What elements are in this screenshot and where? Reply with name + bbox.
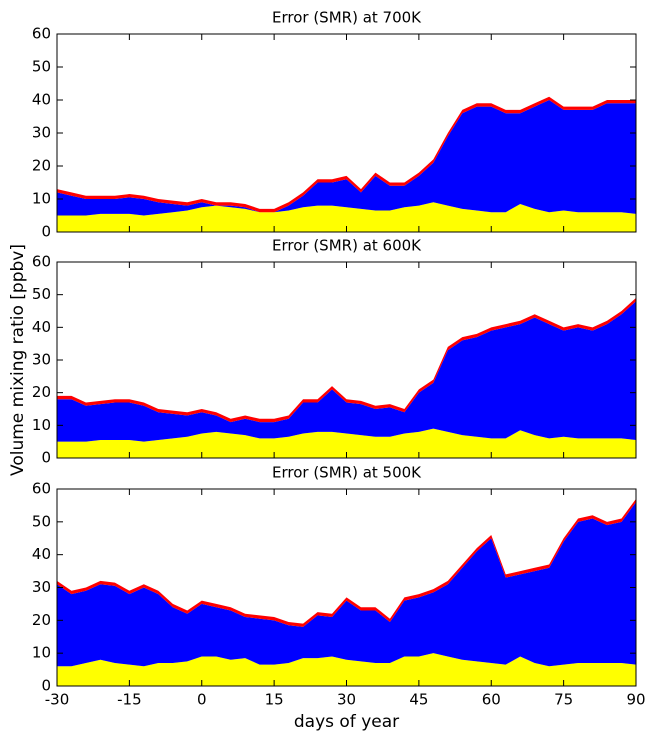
x-tick-label: 30 (337, 691, 356, 709)
y-tick-label: 20 (32, 611, 51, 629)
y-tick-label: 40 (32, 91, 51, 109)
y-tick-label: 50 (32, 512, 51, 530)
y-tick-label: 30 (32, 578, 51, 596)
plot-frame (56, 33, 637, 233)
x-tick-label: -30 (45, 691, 70, 709)
chart-title: Error (SMR) at 700K (272, 9, 422, 27)
y-tick-label: 10 (32, 190, 51, 208)
x-tick-label: 90 (626, 691, 645, 709)
y-tick-label: 0 (41, 223, 51, 241)
area (57, 301, 636, 442)
plot-frame (56, 261, 637, 459)
chart-title: Error (SMR) at 600K (272, 237, 422, 255)
y-tick-label: 10 (32, 416, 51, 434)
y-tick-label: 60 (32, 253, 51, 271)
x-tick-label: 60 (482, 691, 501, 709)
x-tick-label: -15 (117, 691, 142, 709)
y-tick-label: 10 (32, 644, 51, 662)
y-tick-label: 30 (32, 351, 51, 369)
y-tick-label: 20 (32, 383, 51, 401)
plot-frame (56, 488, 637, 687)
y-axis-label: Volume mixing ratio [ppbv] (8, 244, 28, 476)
y-tick-label: 50 (32, 58, 51, 76)
x-axis-label: days of year (294, 712, 399, 732)
y-tick-label: 30 (32, 124, 51, 142)
x-tick-label: 15 (265, 691, 284, 709)
x-tick-label: 0 (197, 691, 207, 709)
area (57, 653, 636, 686)
y-tick-label: 40 (32, 545, 51, 563)
chart-title: Error (SMR) at 500K (272, 464, 422, 482)
y-tick-label: 0 (41, 677, 51, 695)
area (57, 502, 636, 667)
y-tick-label: 0 (41, 449, 51, 467)
x-tick-label: 75 (554, 691, 573, 709)
area (57, 96, 636, 213)
y-tick-label: 60 (32, 480, 51, 498)
y-tick-label: 50 (32, 285, 51, 303)
area (57, 428, 636, 458)
x-tick-label: 45 (409, 691, 428, 709)
y-tick-label: 60 (32, 25, 51, 43)
y-tick-label: 40 (32, 318, 51, 336)
area (57, 297, 636, 423)
area (57, 100, 636, 216)
area (57, 202, 636, 232)
y-tick-label: 20 (32, 157, 51, 175)
